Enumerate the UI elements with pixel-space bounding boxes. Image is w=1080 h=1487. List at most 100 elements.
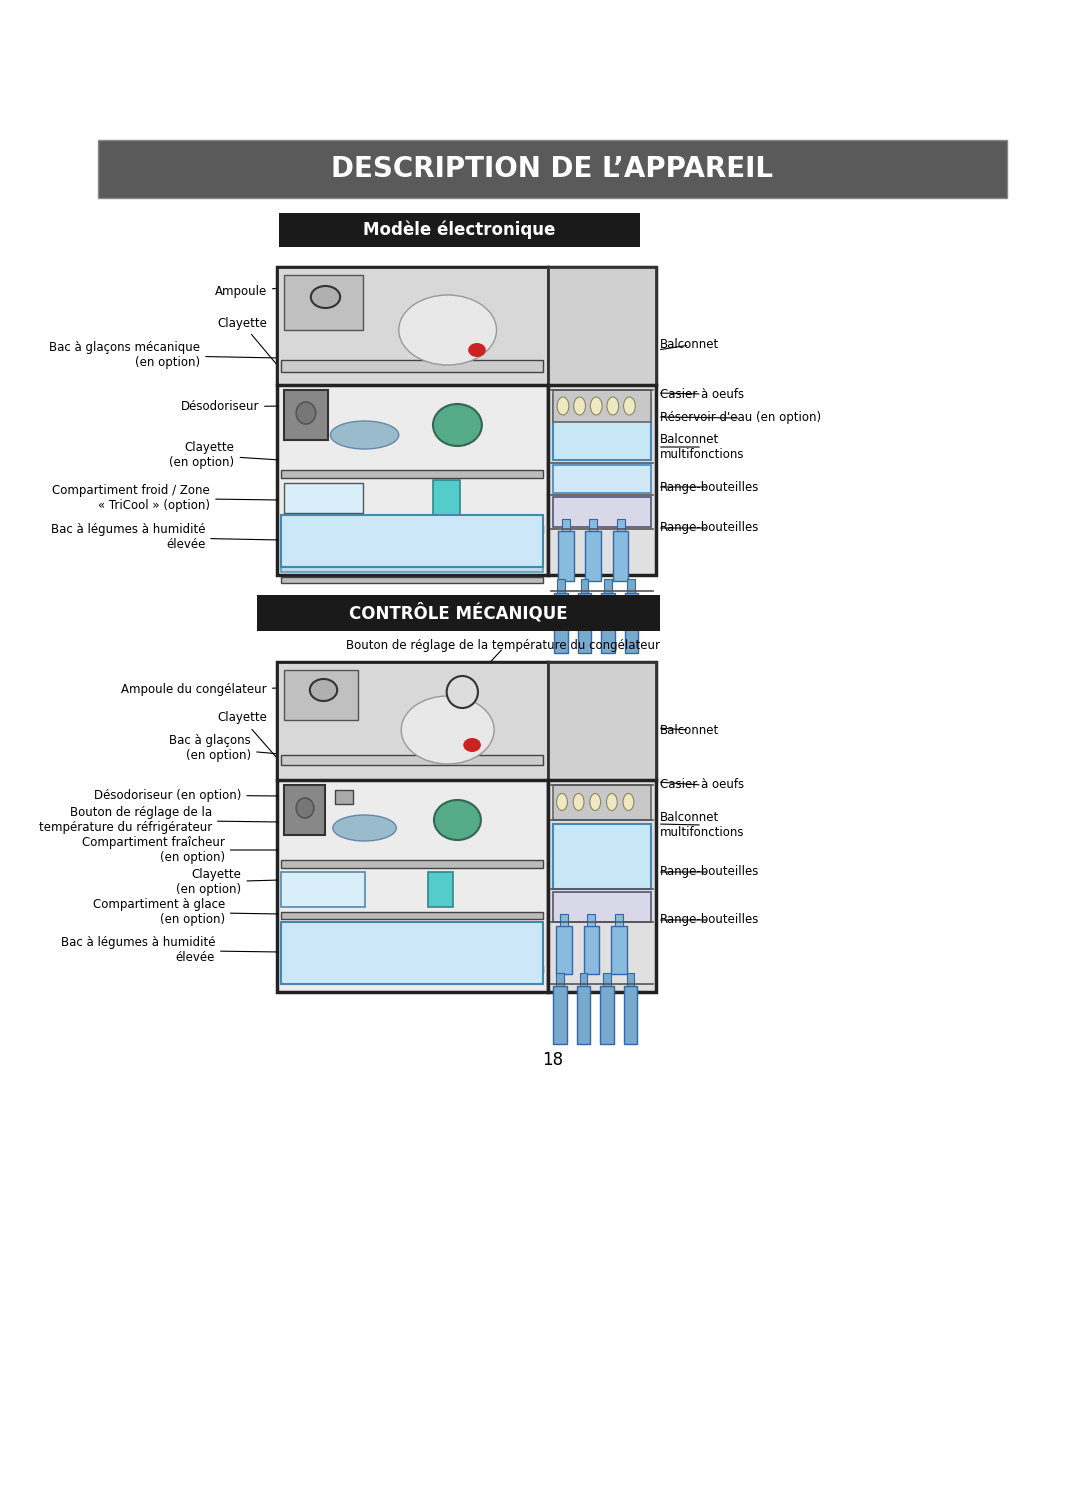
Text: DESCRIPTION DE L’APPAREIL: DESCRIPTION DE L’APPAREIL	[332, 155, 773, 183]
Bar	[624, 593, 638, 653]
Bar	[627, 578, 635, 593]
Bar	[623, 986, 637, 1044]
Bar	[553, 396, 651, 459]
Bar	[282, 871, 365, 907]
Text: Bac à légumes à humidité
élevée: Bac à légumes à humidité élevée	[51, 523, 278, 552]
Text: Balconnet: Balconnet	[660, 339, 719, 351]
Bar	[549, 268, 656, 385]
Text: Range-bouteilles: Range-bouteilles	[660, 480, 759, 494]
Bar	[549, 268, 656, 575]
Bar	[554, 593, 568, 653]
Ellipse shape	[333, 815, 396, 842]
Text: Bouton de réglage de la température du congélateur: Bouton de réglage de la température du c…	[347, 638, 660, 651]
Bar	[279, 213, 640, 247]
Text: Désodoriseur: Désodoriseur	[180, 400, 278, 413]
Bar	[556, 972, 564, 986]
Bar	[611, 926, 626, 974]
Text: Ampoule: Ampoule	[215, 286, 278, 299]
Ellipse shape	[573, 397, 585, 415]
Bar	[553, 986, 567, 1044]
Bar	[585, 531, 602, 581]
Bar	[284, 483, 363, 513]
Ellipse shape	[399, 294, 497, 364]
Bar	[335, 790, 353, 804]
Text: Clayette: Clayette	[217, 317, 279, 367]
Bar	[553, 497, 651, 526]
Text: Range-bouteilles: Range-bouteilles	[660, 522, 759, 534]
Ellipse shape	[557, 397, 569, 415]
Ellipse shape	[310, 680, 337, 700]
Bar	[257, 595, 660, 630]
Ellipse shape	[296, 401, 315, 424]
Bar	[549, 662, 656, 781]
Text: Clayette
(en option): Clayette (en option)	[170, 442, 278, 468]
Text: Désodoriseur (en option): Désodoriseur (en option)	[94, 788, 278, 801]
Text: Bac à glaçons
(en option): Bac à glaçons (en option)	[170, 735, 278, 761]
Bar	[553, 465, 651, 494]
Text: Clayette: Clayette	[217, 711, 279, 760]
Bar	[284, 785, 325, 836]
Ellipse shape	[591, 397, 602, 415]
Text: Compartiment froid / Zone
« TriCool » (option): Compartiment froid / Zone « TriCool » (o…	[53, 483, 278, 512]
Bar	[282, 577, 543, 583]
Ellipse shape	[434, 800, 481, 840]
Text: Casier à oeufs: Casier à oeufs	[660, 779, 744, 791]
Bar	[615, 915, 622, 926]
Bar	[553, 892, 651, 922]
Ellipse shape	[402, 696, 494, 764]
Ellipse shape	[607, 794, 617, 810]
Text: Range-bouteilles: Range-bouteilles	[660, 865, 759, 879]
Bar	[612, 531, 629, 581]
Bar	[282, 923, 543, 961]
Bar	[433, 480, 460, 517]
Bar	[276, 662, 549, 781]
Text: Compartiment à glace
(en option): Compartiment à glace (en option)	[93, 898, 278, 926]
Bar	[276, 662, 549, 992]
Text: Balconnet
multifonctions: Balconnet multifonctions	[660, 433, 744, 461]
Bar	[583, 926, 599, 974]
Bar	[588, 915, 595, 926]
Text: Balconnet: Balconnet	[660, 724, 719, 736]
Bar	[604, 578, 612, 593]
Ellipse shape	[463, 738, 481, 752]
Bar	[590, 519, 597, 531]
Text: Bouton de réglage de la
température du réfrigérateur: Bouton de réglage de la température du r…	[39, 806, 278, 834]
Text: Modèle électronique: Modèle électronique	[363, 220, 555, 239]
Ellipse shape	[556, 794, 567, 810]
Text: Compartiment fraîcheur
(en option): Compartiment fraîcheur (en option)	[82, 836, 278, 864]
Bar	[553, 824, 651, 889]
Bar	[282, 922, 543, 984]
Bar	[428, 871, 453, 907]
Text: Bac à légumes à humidité
élevée: Bac à légumes à humidité élevée	[60, 935, 278, 964]
Bar	[282, 912, 543, 919]
Ellipse shape	[296, 799, 314, 818]
Ellipse shape	[311, 286, 340, 308]
Ellipse shape	[468, 343, 486, 357]
Bar	[98, 140, 1007, 198]
Bar	[282, 515, 543, 567]
Text: Balconnet
multifonctions: Balconnet multifonctions	[660, 810, 744, 839]
Bar	[577, 986, 591, 1044]
Bar	[276, 268, 549, 385]
Bar	[282, 967, 543, 972]
Bar	[284, 671, 357, 720]
Text: Ampoule du congélateur: Ampoule du congélateur	[121, 684, 278, 696]
Bar	[282, 755, 543, 764]
Bar	[553, 785, 651, 819]
Ellipse shape	[433, 404, 482, 446]
Bar	[282, 360, 543, 372]
Ellipse shape	[330, 421, 399, 449]
Bar	[282, 525, 543, 532]
Bar	[581, 578, 589, 593]
Bar	[276, 268, 549, 575]
Bar	[557, 578, 565, 593]
Bar	[553, 390, 651, 422]
Ellipse shape	[623, 397, 635, 415]
Bar	[282, 470, 543, 477]
Bar	[284, 390, 328, 440]
Text: Casier à oeufs: Casier à oeufs	[660, 388, 744, 400]
Bar	[578, 593, 592, 653]
Text: Bac à glaçons mécanique
(en option): Bac à glaçons mécanique (en option)	[50, 341, 278, 369]
Ellipse shape	[607, 397, 619, 415]
Bar	[549, 662, 656, 992]
